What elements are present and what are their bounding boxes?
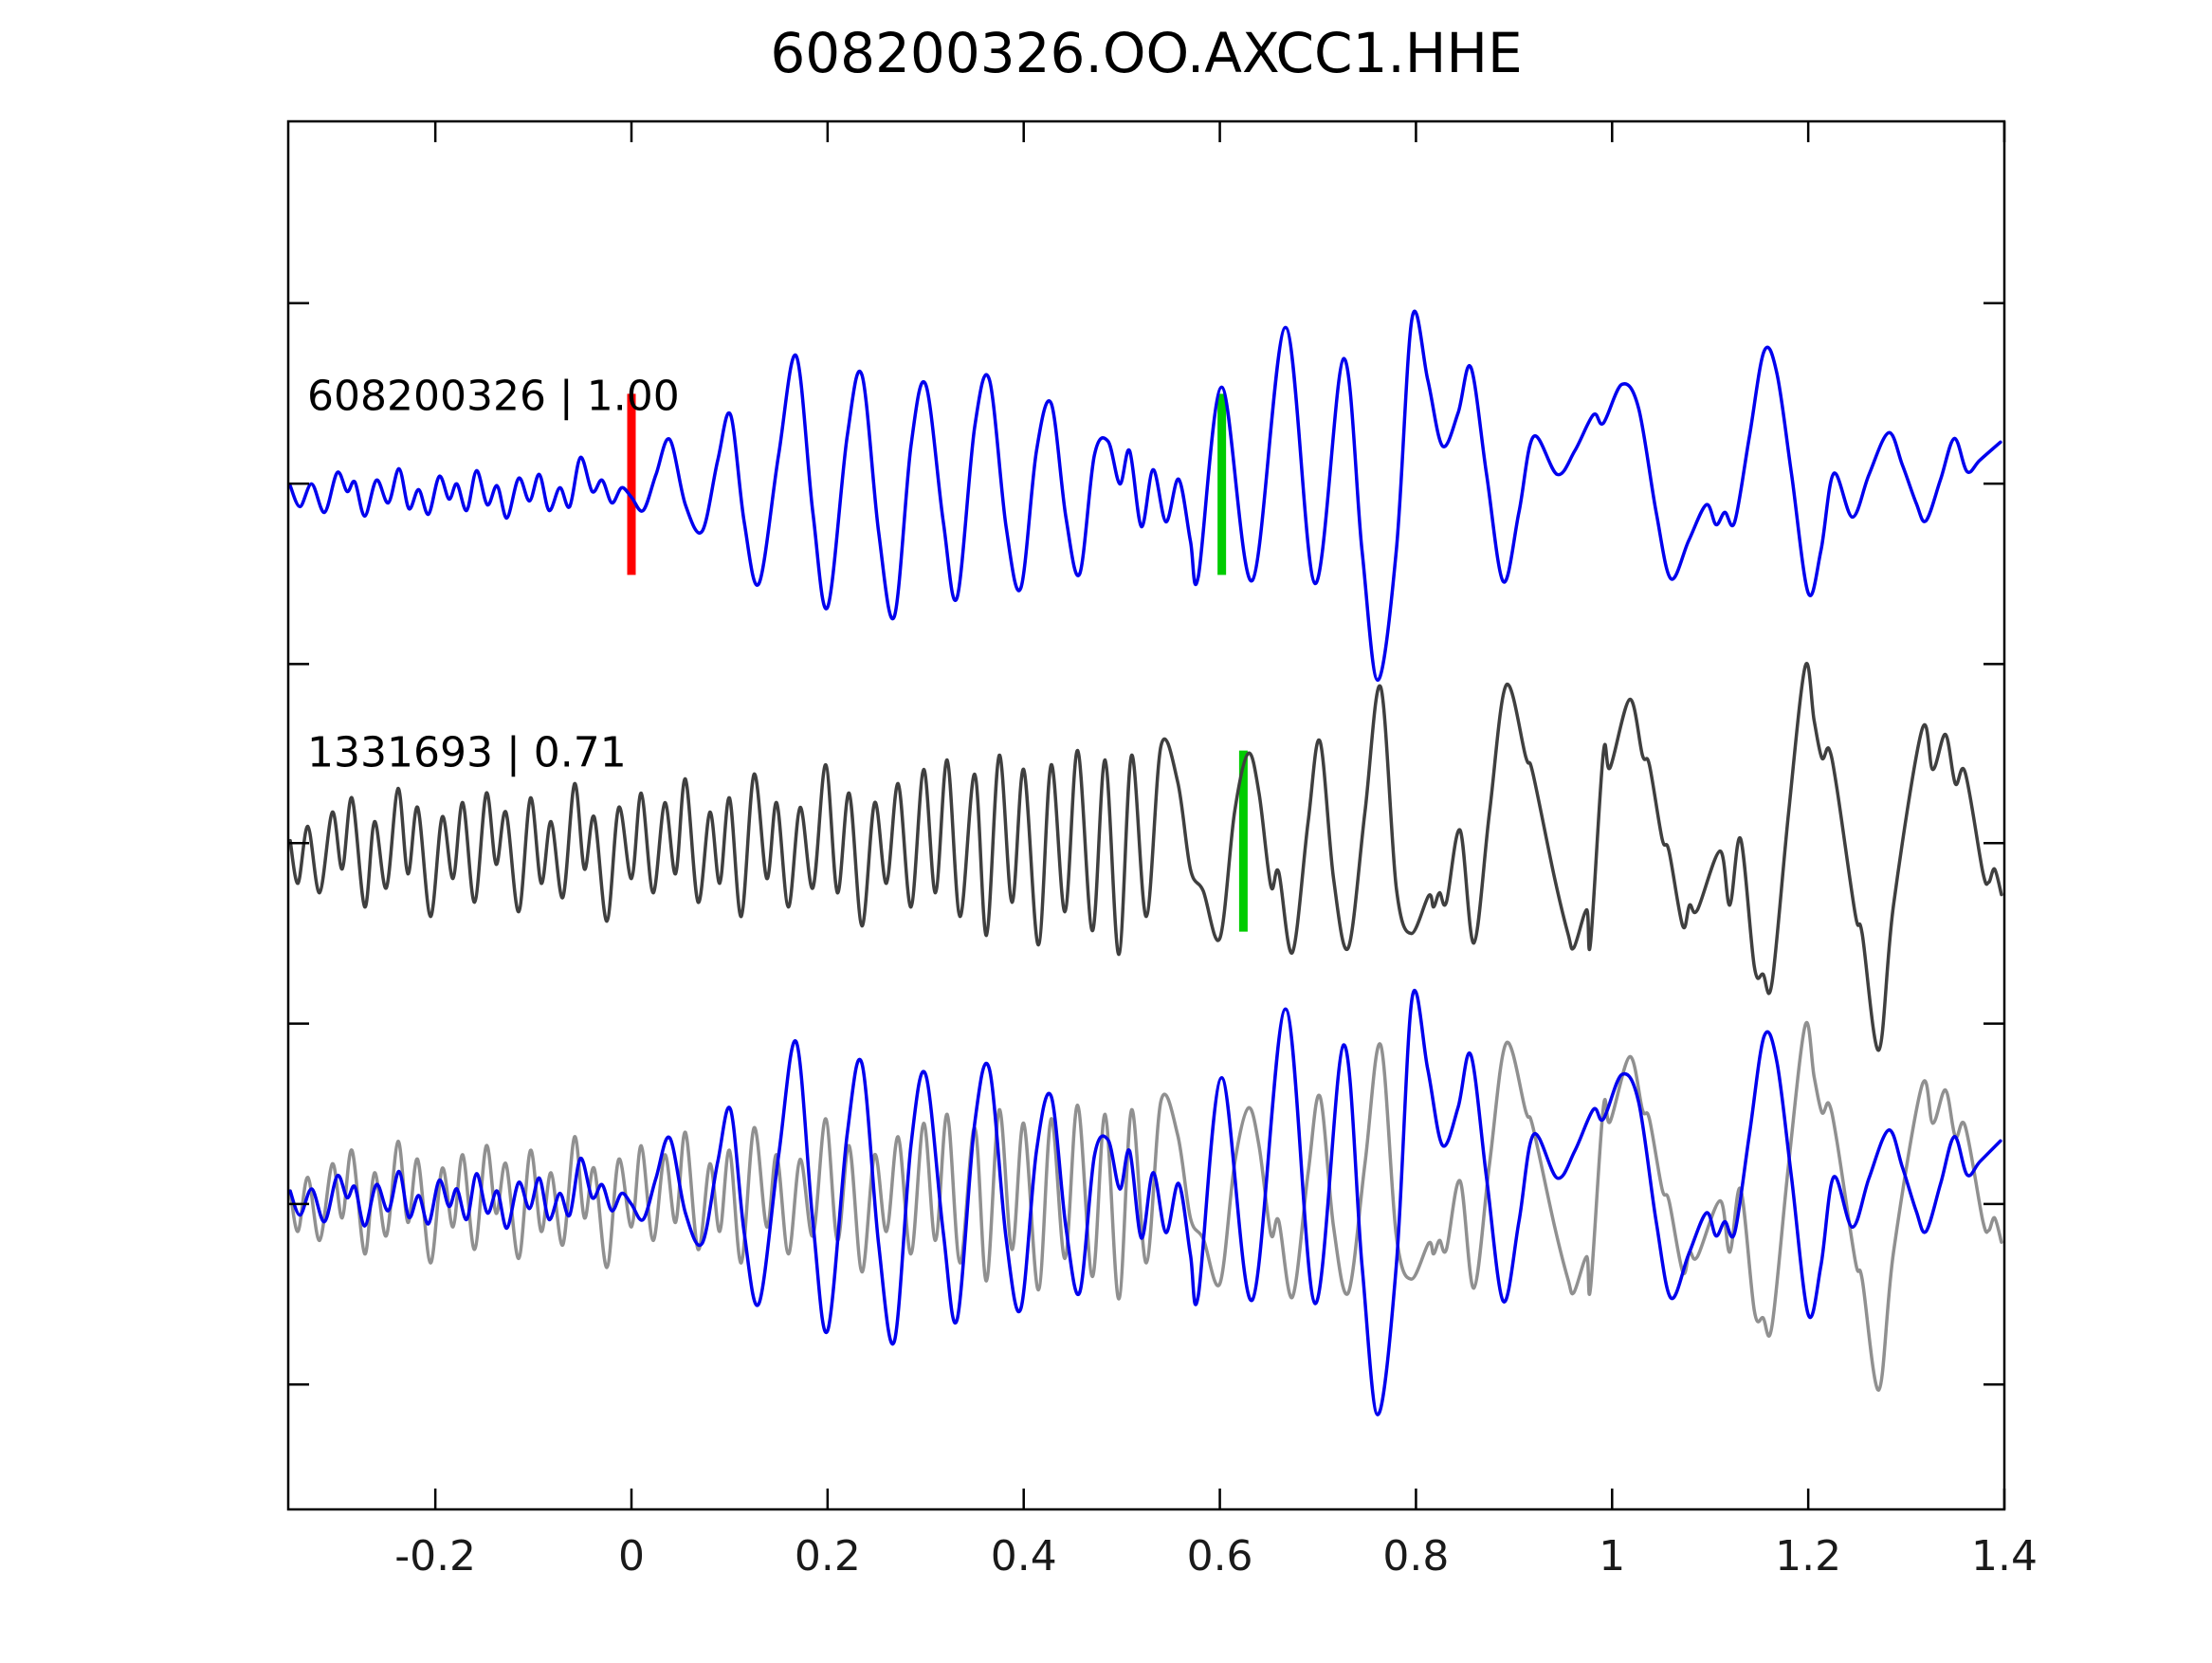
x-tick-label: 0.8 (1382, 1532, 1449, 1581)
trace-label-layer: 608200326 | 1.00 1331693 | 0.71 (307, 372, 680, 777)
x-tick-label: 1 (1599, 1532, 1625, 1581)
x-tick-label: 1.2 (1775, 1532, 1841, 1581)
waveform-template (288, 309, 2002, 683)
plot-border (286, 119, 2006, 1511)
waveform-detection (288, 662, 2003, 1052)
x-tick-label: 1.4 (1971, 1532, 2038, 1581)
pick-marker-layer (627, 393, 1248, 932)
x-tick-label: 0.2 (795, 1532, 861, 1581)
trace-label-detection: 1331693 | 0.71 (307, 729, 627, 777)
waveform-template-overlay (288, 988, 2002, 1416)
x-tick-label: 0.4 (991, 1532, 1057, 1581)
trace-label-template: 608200326 | 1.00 (307, 372, 680, 420)
x-tick-label: 0.6 (1187, 1532, 1253, 1581)
axis-layer: -0.2 0 0.2 0.4 0.6 0.8 1 1.2 1.4 (286, 119, 2038, 1581)
x-tick-label: -0.2 (394, 1532, 476, 1581)
x-tick-label: 0 (618, 1532, 645, 1581)
waveform-trace-layer (288, 309, 2003, 1416)
figure-title: 608200326.OO.AXCC1.HHE (770, 21, 1523, 85)
waveform-detection-overlay (288, 1020, 2003, 1392)
